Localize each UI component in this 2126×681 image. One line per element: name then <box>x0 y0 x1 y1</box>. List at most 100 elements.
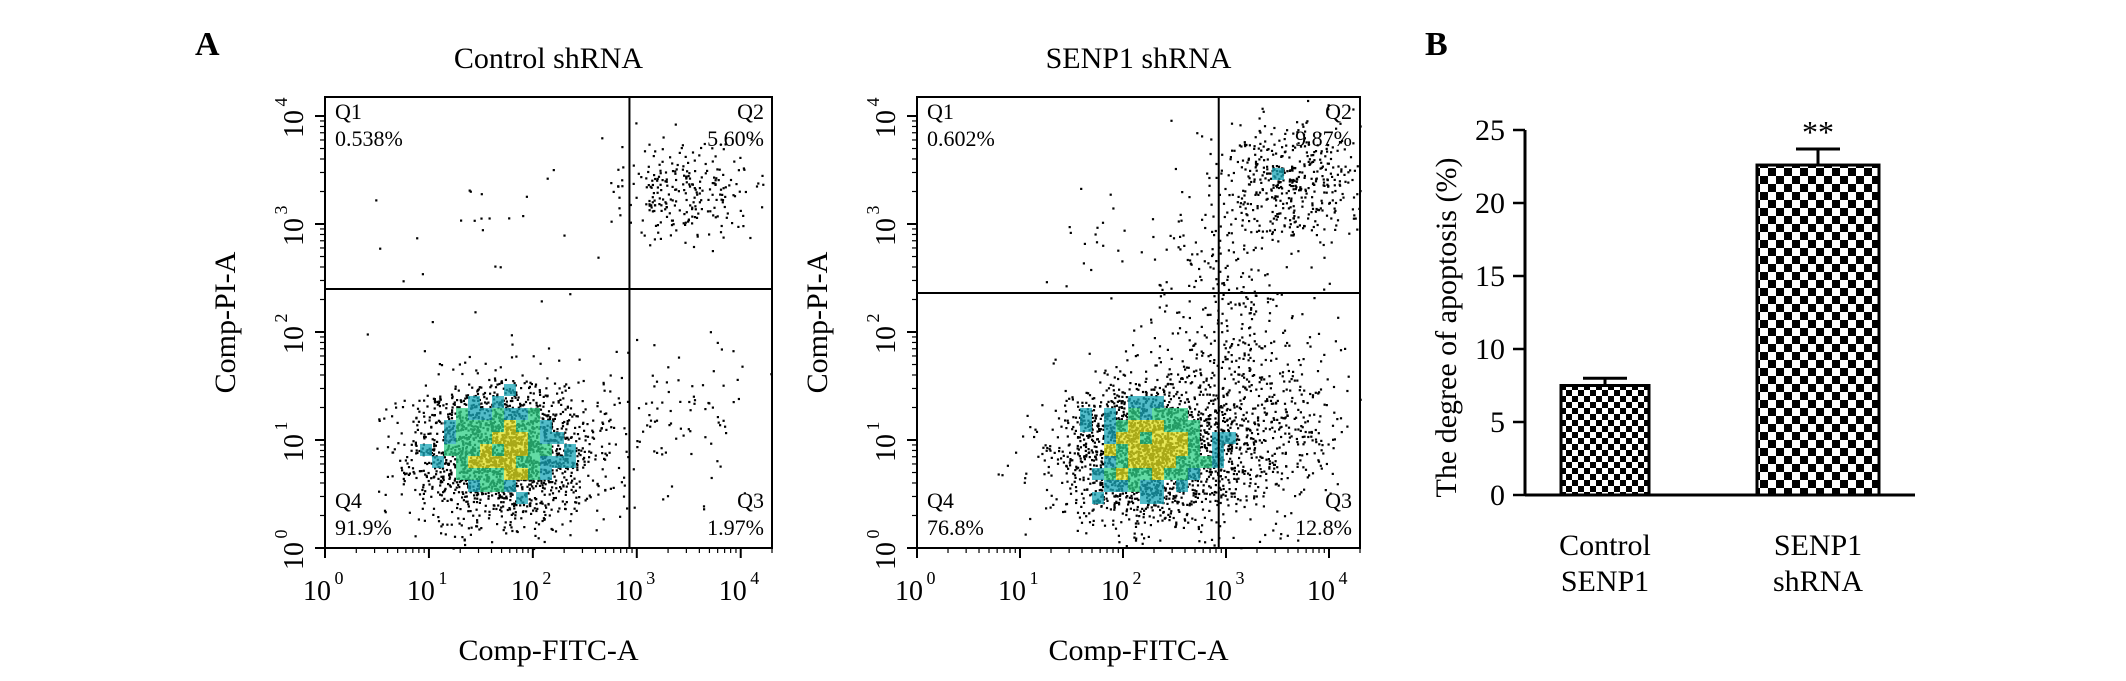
event-dot <box>435 473 438 476</box>
event-dot <box>647 184 650 187</box>
event-dot <box>433 398 436 401</box>
event-dot <box>562 485 565 488</box>
event-dot <box>661 148 664 151</box>
event-dot <box>613 426 616 429</box>
event-dot <box>492 507 495 510</box>
event-dot <box>1084 445 1088 449</box>
event-dot <box>1201 524 1204 527</box>
event-dot <box>561 523 564 526</box>
event-dot <box>1172 386 1175 389</box>
event-dot <box>386 446 390 449</box>
event-dot <box>662 198 665 201</box>
event-dot <box>521 374 524 377</box>
event-dot <box>431 438 434 441</box>
event-dot <box>563 385 566 388</box>
event-dot <box>1087 392 1090 395</box>
event-dot <box>1118 399 1121 402</box>
event-dot <box>544 483 547 486</box>
event-dot <box>617 397 620 400</box>
x-tick-exponent: 4 <box>750 568 759 588</box>
event-dot <box>1209 493 1212 496</box>
event-dot <box>1253 451 1256 454</box>
event-dot <box>1091 509 1094 512</box>
event-dot <box>467 510 470 513</box>
density-cell <box>420 444 432 456</box>
event-dot <box>426 394 429 397</box>
event-dot <box>422 469 425 472</box>
event-dot <box>1219 525 1222 528</box>
event-dot <box>1158 386 1161 390</box>
event-dot <box>1066 480 1069 483</box>
event-dot <box>684 241 687 244</box>
event-dot <box>442 430 445 433</box>
event-dot <box>569 520 572 523</box>
event-dot <box>1095 445 1098 449</box>
event-dot <box>1115 501 1118 504</box>
event-dot <box>689 430 692 433</box>
event-dot <box>687 428 690 431</box>
event-dot <box>600 445 604 448</box>
event-dot <box>1163 399 1166 402</box>
event-dot <box>1235 473 1238 476</box>
event-dot <box>1198 393 1201 396</box>
event-dot <box>565 501 568 504</box>
event-dot <box>1150 393 1153 396</box>
event-dot <box>487 491 490 495</box>
event-dot <box>516 398 519 401</box>
event-dot <box>1121 414 1124 417</box>
event-dot <box>1076 511 1080 514</box>
event-dot <box>480 217 483 220</box>
event-dot <box>445 468 449 472</box>
event-dot <box>1220 428 1223 431</box>
event-dot <box>426 462 429 466</box>
event-dot <box>1206 406 1209 409</box>
event-dot <box>1189 382 1192 385</box>
event-dot <box>561 500 564 503</box>
event-dot <box>505 406 508 409</box>
event-dot <box>535 404 538 407</box>
event-dot <box>461 372 464 376</box>
event-dot <box>691 222 694 225</box>
event-dot <box>535 498 538 501</box>
event-dot <box>532 392 535 395</box>
event-dot <box>1134 539 1138 542</box>
event-dot <box>1171 332 1174 335</box>
event-dot <box>591 429 594 432</box>
event-dot <box>548 417 552 420</box>
event-dot <box>1078 408 1081 411</box>
event-dot <box>1252 437 1255 441</box>
event-dot <box>415 449 418 452</box>
event-dot <box>596 405 599 408</box>
event-dot <box>695 216 699 219</box>
event-dot <box>1076 436 1080 439</box>
event-dot <box>1025 472 1028 475</box>
event-dot <box>1173 482 1176 485</box>
event-dot <box>1078 469 1081 472</box>
event-dot <box>538 389 541 392</box>
event-dot <box>423 350 426 353</box>
density-cell <box>504 480 516 492</box>
event-dot <box>1089 435 1092 438</box>
event-dot <box>1174 499 1177 502</box>
event-dot <box>657 175 661 178</box>
event-dot <box>384 493 387 496</box>
event-dot <box>578 496 581 499</box>
event-dot <box>1116 400 1119 403</box>
event-dot <box>1050 474 1053 477</box>
event-dot <box>1223 417 1226 420</box>
event-dot <box>681 168 684 171</box>
event-dot <box>475 369 478 372</box>
event-dot <box>559 454 562 457</box>
event-dot <box>657 231 660 234</box>
event-dot <box>651 210 654 213</box>
event-dot <box>1166 404 1169 407</box>
event-dot <box>1064 510 1067 513</box>
event-dot <box>1156 393 1160 396</box>
event-dot <box>592 419 595 422</box>
density-cell <box>516 492 528 504</box>
event-dot <box>557 490 561 493</box>
event-dot <box>741 365 744 368</box>
event-dot <box>1024 533 1027 536</box>
event-dot <box>1197 527 1200 531</box>
event-dot <box>603 389 606 392</box>
